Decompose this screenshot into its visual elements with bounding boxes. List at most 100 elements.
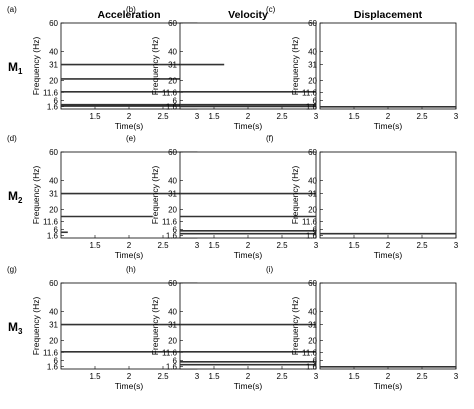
row-label-subscript: 1 bbox=[18, 67, 23, 76]
panel-letter: (h) bbox=[126, 265, 136, 274]
y-tick-label: 31 bbox=[49, 61, 58, 70]
x-tick-label: 1.5 bbox=[208, 112, 220, 121]
axes-frame-2 bbox=[319, 22, 457, 110]
axes-frame-3 bbox=[60, 151, 198, 239]
y-tick-label: 60 bbox=[168, 19, 177, 28]
panel-letter: (b) bbox=[126, 5, 136, 14]
y-tick-label: 11.6 bbox=[162, 88, 178, 97]
x-axis-label: Time(s) bbox=[115, 250, 144, 260]
y-tick-label: 60 bbox=[168, 148, 177, 157]
x-tick-label: 2.5 bbox=[157, 241, 169, 250]
y-tick-label: 31 bbox=[308, 61, 317, 70]
y-tick-label: 6 bbox=[173, 356, 178, 365]
x-tick-label: 2.5 bbox=[276, 112, 288, 121]
row-label-subscript: 2 bbox=[18, 196, 23, 205]
y-tick-label: 20 bbox=[49, 76, 58, 85]
x-tick-label: 1.5 bbox=[348, 112, 360, 121]
y-tick-label: 40 bbox=[308, 177, 317, 186]
x-axis-label: Time(s) bbox=[115, 121, 144, 131]
x-tick-label: 2.5 bbox=[276, 372, 288, 381]
y-tick-label: 31 bbox=[308, 321, 317, 330]
x-tick-label: 2 bbox=[386, 112, 391, 121]
y-tick-label: 20 bbox=[308, 76, 317, 85]
x-tick-label: 2 bbox=[386, 372, 391, 381]
y-tick-label: 11.6 bbox=[43, 88, 59, 97]
y-tick-label: 6 bbox=[54, 96, 59, 105]
y-tick-label: 20 bbox=[168, 76, 177, 85]
y-tick-label: 1.6 bbox=[47, 103, 59, 112]
panel-letter: (i) bbox=[266, 265, 273, 274]
y-tick-label: 1.6 bbox=[166, 232, 178, 241]
y-tick-label: 1.6 bbox=[166, 103, 178, 112]
axes-frame-4 bbox=[179, 151, 317, 239]
x-tick-label: 2.5 bbox=[157, 372, 169, 381]
y-tick-label: 1.6 bbox=[306, 103, 318, 112]
y-tick-label: 20 bbox=[49, 205, 58, 214]
y-tick-label: 40 bbox=[308, 48, 317, 57]
column-title-2: Displacement bbox=[354, 9, 423, 21]
y-tick-label: 11.6 bbox=[43, 348, 59, 357]
y-tick-label: 11.6 bbox=[162, 348, 178, 357]
x-axis-label: Time(s) bbox=[234, 121, 263, 131]
y-tick-label: 6 bbox=[313, 225, 318, 234]
row-label-0: M1 bbox=[8, 60, 23, 76]
x-tick-label: 3 bbox=[195, 241, 200, 250]
x-tick-label: 2 bbox=[386, 241, 391, 250]
x-tick-label: 3 bbox=[454, 112, 459, 121]
y-tick-label: 60 bbox=[308, 279, 317, 288]
axes-frame-5 bbox=[319, 151, 457, 239]
x-tick-label: 3 bbox=[195, 372, 200, 381]
panel-letter: (c) bbox=[266, 5, 276, 14]
x-tick-label: 2 bbox=[127, 372, 132, 381]
x-tick-label: 2.5 bbox=[276, 241, 288, 250]
y-axis-label: Frequency (Hz) bbox=[150, 297, 160, 356]
y-tick-label: 1.6 bbox=[306, 232, 318, 241]
y-tick-label: 20 bbox=[49, 336, 58, 345]
x-tick-label: 2.5 bbox=[416, 372, 428, 381]
x-tick-label: 1.5 bbox=[208, 241, 220, 250]
y-tick-label: 20 bbox=[168, 205, 177, 214]
y-axis-label: Frequency (Hz) bbox=[290, 297, 300, 356]
y-tick-label: 40 bbox=[308, 308, 317, 317]
x-tick-label: 1.5 bbox=[89, 241, 101, 250]
y-tick-label: 6 bbox=[54, 225, 59, 234]
y-tick-label: 60 bbox=[49, 19, 58, 28]
x-axis-label: Time(s) bbox=[374, 381, 403, 391]
axes-frame-1 bbox=[179, 22, 317, 110]
panel-letter: (g) bbox=[7, 265, 17, 274]
y-axis-label: Frequency (Hz) bbox=[150, 166, 160, 225]
x-axis-label: Time(s) bbox=[115, 381, 144, 391]
x-axis-label: Time(s) bbox=[234, 250, 263, 260]
y-tick-label: 11.6 bbox=[302, 217, 318, 226]
x-tick-label: 2.5 bbox=[416, 112, 428, 121]
panel-letter: (e) bbox=[126, 134, 136, 143]
y-tick-label: 20 bbox=[308, 336, 317, 345]
x-axis-label: Time(s) bbox=[374, 250, 403, 260]
x-tick-label: 3 bbox=[454, 372, 459, 381]
y-tick-label: 6 bbox=[54, 356, 59, 365]
x-tick-label: 2 bbox=[246, 241, 251, 250]
y-tick-label: 31 bbox=[168, 61, 177, 70]
y-tick-label: 40 bbox=[49, 48, 58, 57]
y-tick-label: 60 bbox=[49, 148, 58, 157]
y-tick-label: 1.6 bbox=[47, 232, 59, 241]
y-tick-label: 40 bbox=[168, 177, 177, 186]
y-axis-label: Frequency (Hz) bbox=[290, 166, 300, 225]
y-axis-label: Frequency (Hz) bbox=[31, 37, 41, 96]
x-tick-label: 1.5 bbox=[348, 241, 360, 250]
y-tick-label: 1.6 bbox=[166, 363, 178, 372]
y-tick-label: 40 bbox=[168, 308, 177, 317]
y-tick-label: 40 bbox=[168, 48, 177, 57]
axes-frame-7 bbox=[179, 282, 317, 370]
y-tick-label: 20 bbox=[308, 205, 317, 214]
y-tick-label: 40 bbox=[49, 177, 58, 186]
x-tick-label: 2 bbox=[246, 372, 251, 381]
y-tick-label: 60 bbox=[168, 279, 177, 288]
x-tick-label: 1.5 bbox=[348, 372, 360, 381]
y-axis-label: Frequency (Hz) bbox=[31, 166, 41, 225]
row-label-main: M bbox=[8, 189, 18, 203]
y-tick-label: 60 bbox=[308, 19, 317, 28]
y-tick-label: 6 bbox=[313, 356, 318, 365]
y-tick-label: 1.6 bbox=[47, 363, 59, 372]
